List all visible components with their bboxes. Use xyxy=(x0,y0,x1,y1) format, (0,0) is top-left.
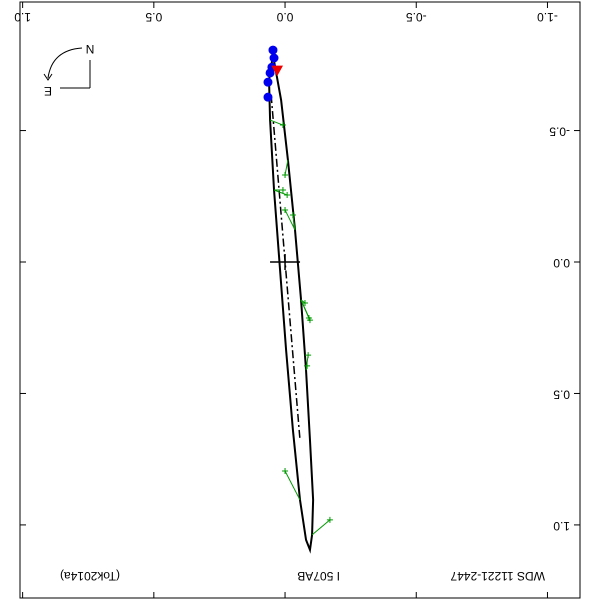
y-tick-label: -0.5 xyxy=(549,124,570,138)
observation xyxy=(305,352,312,359)
chart-title: WDS 11221-2447 xyxy=(450,569,545,583)
observation xyxy=(265,68,275,78)
x-tick-label: 0.0 xyxy=(276,10,293,24)
observation xyxy=(269,53,279,63)
observation xyxy=(279,186,286,193)
orbit xyxy=(268,54,315,554)
chart-subtitle: I 507AB xyxy=(297,569,340,583)
x-tick-label: 1.0 xyxy=(14,10,31,24)
residual xyxy=(284,209,296,231)
x-tick-label: 0.5 xyxy=(145,10,162,24)
observation xyxy=(282,468,289,475)
observation xyxy=(306,317,313,324)
y-tick-label: 1.0 xyxy=(553,519,570,533)
reference: (Tok2014a) xyxy=(60,569,120,583)
x-tick-label: -0.5 xyxy=(406,10,427,24)
observation xyxy=(263,77,273,87)
observation xyxy=(289,211,296,218)
residual xyxy=(311,519,331,536)
observation xyxy=(263,92,273,102)
observation xyxy=(304,362,311,369)
compass-arrow xyxy=(43,73,53,81)
x-tick-label: -1.0 xyxy=(537,10,558,24)
observation xyxy=(271,65,284,77)
observation xyxy=(282,206,289,213)
compass: N E xyxy=(43,42,95,98)
frame xyxy=(19,1,581,599)
observation xyxy=(284,191,291,198)
observation xyxy=(279,122,286,129)
observation xyxy=(326,516,333,523)
compass-east: E xyxy=(44,84,52,98)
residual xyxy=(300,299,311,321)
observation xyxy=(268,45,278,55)
y-tick-label: 0.0 xyxy=(553,256,570,270)
plot: WDS 11221-2447 I 507AB (Tok2014a) N E -1… xyxy=(14,1,581,599)
residual xyxy=(273,189,288,196)
compass-north: N xyxy=(86,42,95,56)
residual xyxy=(284,470,301,501)
observation xyxy=(282,171,289,178)
y-tick-label: 0.5 xyxy=(553,387,570,401)
residual xyxy=(269,119,284,126)
compass-arc xyxy=(47,47,83,79)
line-of-nodes xyxy=(270,95,301,441)
